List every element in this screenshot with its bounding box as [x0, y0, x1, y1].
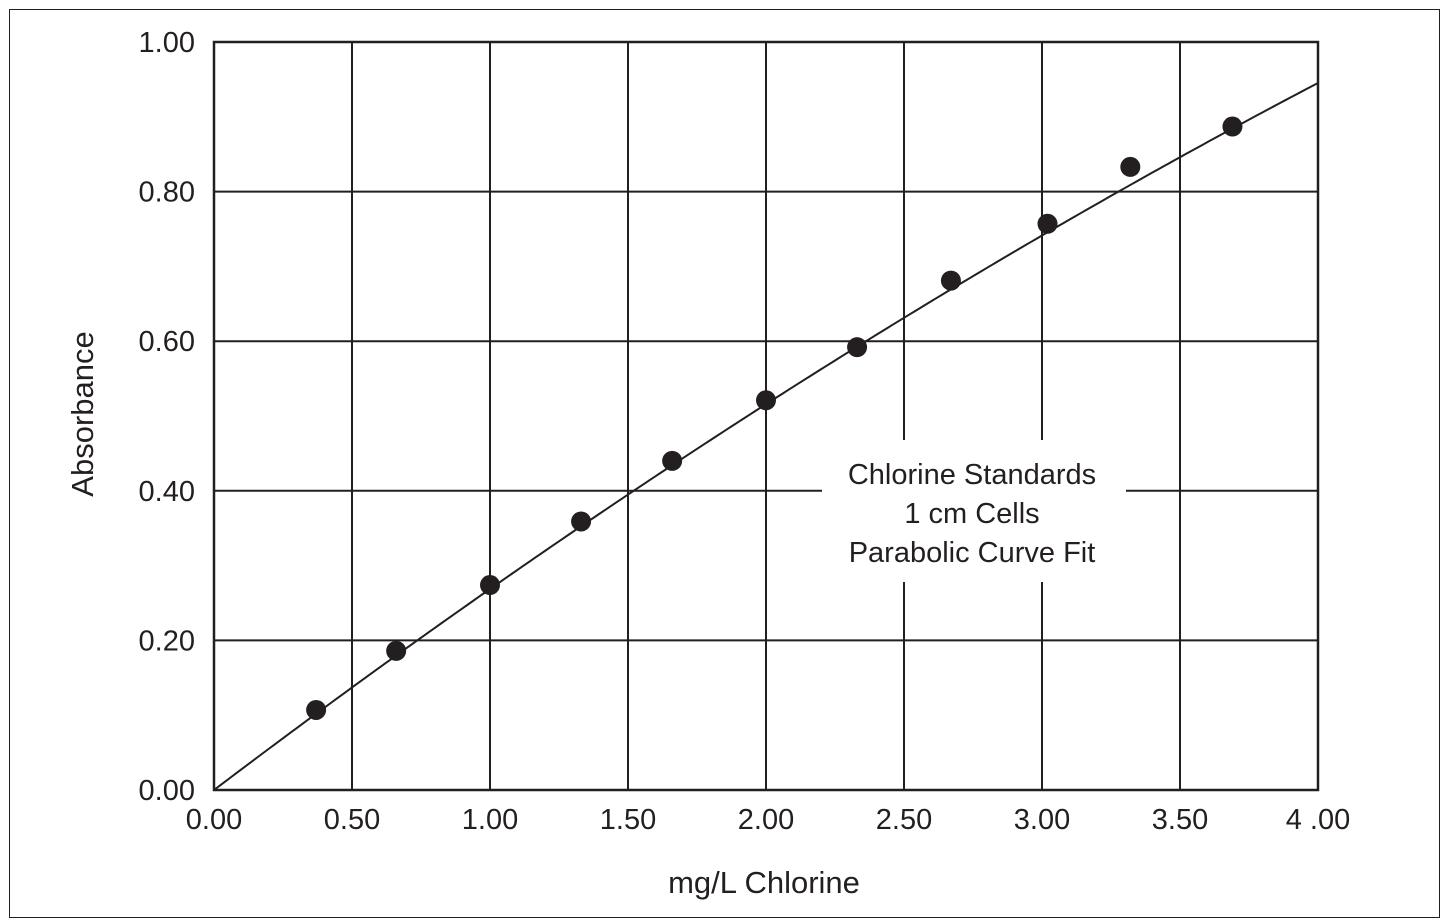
y-tick-label: 0.00	[139, 775, 195, 807]
x-tick-label: 1.50	[600, 804, 656, 836]
data-point	[756, 390, 776, 411]
y-tick-label: 0.80	[139, 177, 195, 209]
annotation-box	[822, 440, 1126, 582]
plot-border	[212, 40, 1320, 792]
data-point	[1037, 213, 1058, 234]
x-tick-labels: 0.00 0.50 1.00 1.50 2.00 2.50 3.00 3.50 4 .00	[186, 804, 1350, 836]
x-tick-label: 1.00	[462, 804, 518, 836]
x-tick-label: 2.50	[876, 804, 932, 836]
annotation-line: 1 cm Cells	[904, 498, 1039, 530]
y-tick-labels: 0.00 0.20 0.40 0.60 0.80 1.00	[139, 27, 195, 807]
data-point	[386, 640, 407, 661]
data-point	[1120, 156, 1141, 177]
y-tick-label: 0.60	[139, 326, 195, 358]
x-tick-label: 0.00	[186, 804, 242, 836]
y-tick-label: 1.00	[139, 27, 195, 59]
data-point	[306, 699, 327, 720]
annotation-line: Chlorine Standards	[848, 459, 1096, 491]
data-point	[940, 270, 961, 291]
plot-area-border	[212, 40, 1320, 792]
data-point	[847, 337, 868, 358]
data-point	[662, 450, 683, 471]
x-tick-label: 3.00	[1014, 804, 1070, 836]
data-point	[571, 511, 592, 532]
x-tick-label: 2.00	[738, 804, 794, 836]
grid	[214, 42, 1318, 790]
annotation: Chlorine Standards 1 cm Cells Parabolic Cu…	[848, 459, 1096, 569]
x-tick-label: 0.50	[324, 804, 380, 836]
y-tick-label: 0.40	[139, 476, 195, 508]
data-point	[480, 575, 500, 596]
annotation-background	[822, 440, 1126, 582]
data-point	[1222, 116, 1243, 137]
y-tick-label: 0.20	[139, 625, 195, 657]
annotation-line: Parabolic Curve Fit	[849, 537, 1096, 569]
y-axis-label: Absorbance	[65, 331, 100, 496]
x-tick-label: 3.50	[1152, 804, 1208, 836]
x-tick-label: 4 .00	[1286, 804, 1351, 836]
data-points	[306, 116, 1243, 720]
x-axis-label: mg/L Chlorine	[668, 865, 860, 900]
